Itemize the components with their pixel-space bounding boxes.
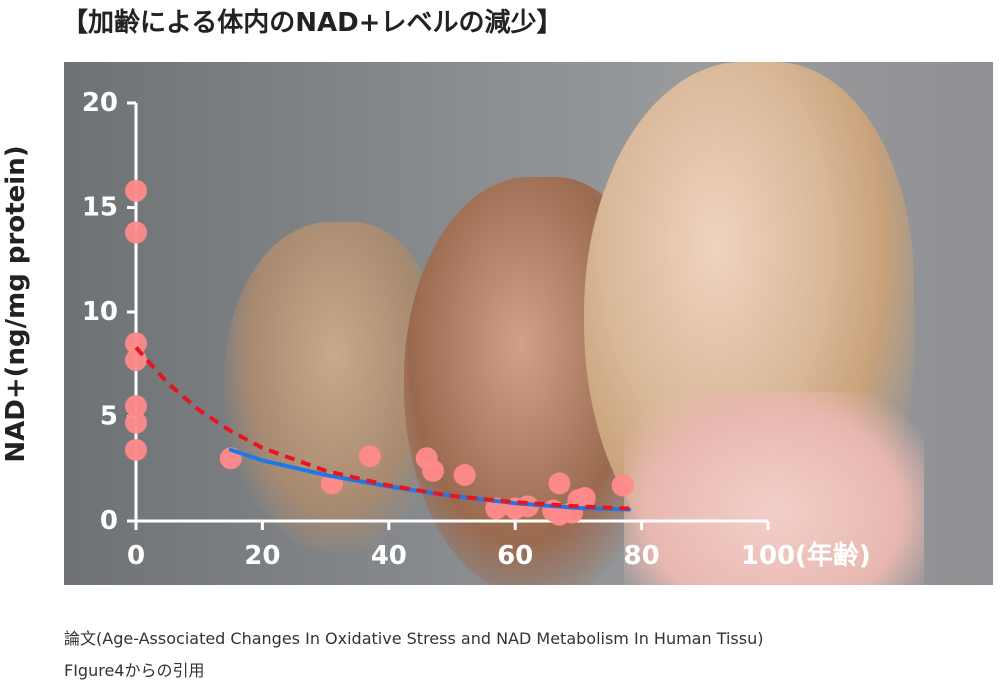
x-tick-label: 0 [127, 541, 145, 571]
girl-shirt [624, 392, 924, 585]
data-point [125, 395, 147, 418]
data-point [548, 472, 571, 495]
x-tick-labels: 0 20 40 60 80 100 [127, 541, 795, 571]
y-tick-labels: 0 5 10 15 20 [82, 88, 118, 536]
citation-line-1: 論文(Age-Associated Changes In Oxidative S… [64, 629, 764, 648]
fit-line-dashed [134, 346, 630, 511]
source-citation: 論文(Age-Associated Changes In Oxidative S… [64, 623, 1000, 687]
x-axis-label: (年齢) [795, 540, 871, 571]
data-point [125, 349, 147, 372]
data-point [125, 411, 147, 434]
data-point [453, 464, 476, 487]
data-point [358, 445, 381, 468]
data-point [422, 459, 445, 482]
background-photo [64, 62, 993, 585]
x-tick-label: 20 [244, 541, 280, 571]
x-tick-label: 80 [624, 541, 660, 571]
axes [127, 101, 770, 530]
fit-lines [134, 346, 631, 512]
page-title: 【加齢による体内のNAD+レベルの減少】 [62, 8, 563, 38]
data-point [125, 332, 147, 355]
data-point [125, 438, 147, 461]
data-points [125, 179, 634, 526]
y-tick-label: 20 [82, 88, 118, 118]
x-tick-label: 100 [741, 541, 795, 571]
data-point [125, 221, 147, 244]
data-point [573, 487, 596, 510]
y-axis-label: NAD+(ng/mg protein) [1, 145, 31, 463]
data-point [125, 179, 147, 202]
y-tick-label: 15 [82, 193, 118, 223]
citation-line-2: FIgure4からの引用 [64, 661, 205, 680]
x-tick-label: 60 [497, 541, 533, 571]
y-tick-label: 0 [100, 506, 118, 536]
data-point [611, 474, 634, 497]
y-tick-label: 10 [82, 297, 118, 327]
y-tick-label: 5 [100, 402, 118, 432]
x-tick-label: 40 [371, 541, 407, 571]
